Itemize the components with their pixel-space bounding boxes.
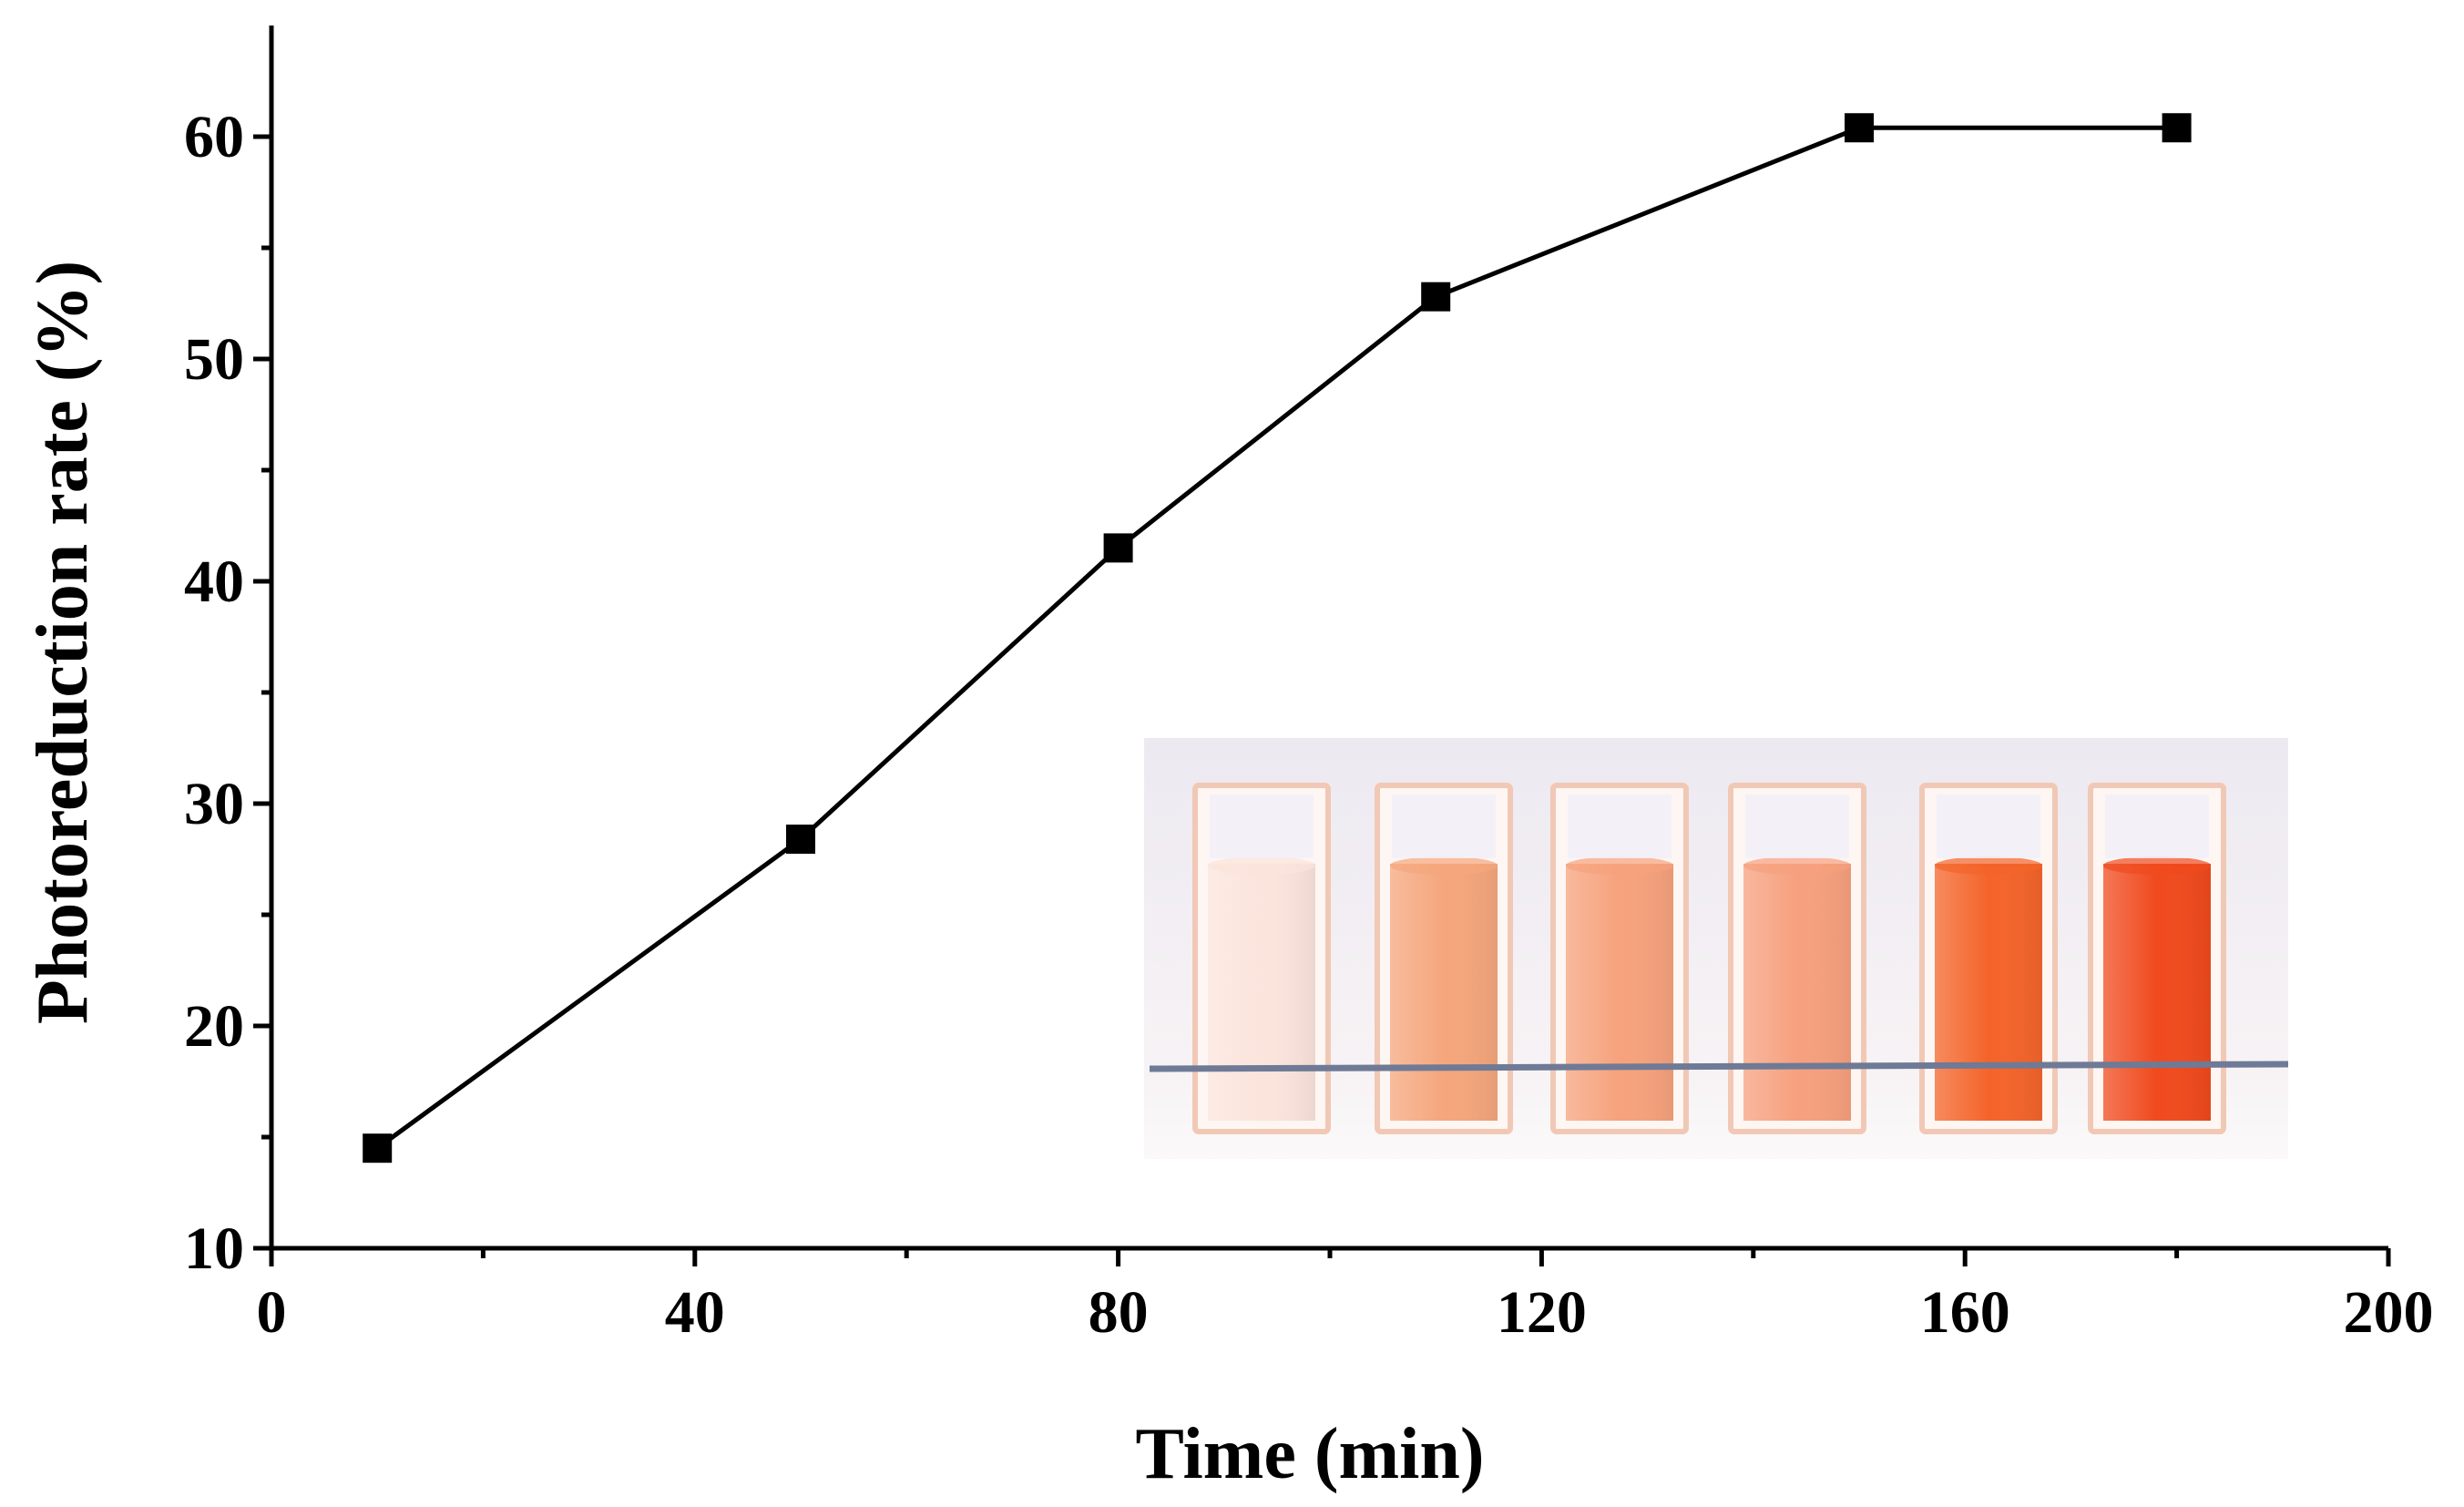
cuvette-meniscus (2103, 856, 2211, 875)
cuvette-group (1192, 783, 2226, 1134)
x-tick-label: 200 (2344, 1279, 2434, 1346)
y-tick-labels: 10 20 30 40 50 60 (184, 104, 244, 1282)
data-point-marker (363, 1133, 393, 1164)
y-tick-label: 60 (184, 104, 244, 170)
cuvette-liquid-shade (1566, 864, 1673, 1121)
cuvette-4 (1728, 783, 1866, 1134)
cuvette-meniscus (1566, 856, 1673, 875)
cuvette-liquid-shade (1390, 864, 1498, 1121)
cuvette-6 (2088, 783, 2226, 1134)
cuvette-meniscus (1743, 856, 1851, 875)
y-axis-title: Photoreduction rate (%) (23, 261, 103, 1024)
cuvette-meniscus (1390, 856, 1498, 875)
x-tick-label: 80 (1089, 1279, 1149, 1346)
cuvette-liquid-shade (1208, 864, 1315, 1121)
y-tick-label: 20 (184, 993, 244, 1060)
data-point-marker (2162, 113, 2192, 143)
x-tick-label: 40 (665, 1279, 725, 1346)
x-axis-title: Time (min) (1136, 1414, 1485, 1494)
cuvette-headspace (1745, 795, 1849, 858)
y-tick-label: 10 (184, 1215, 244, 1282)
cuvette-headspace (2105, 795, 2209, 858)
data-point-marker (1103, 533, 1133, 563)
cuvette-2 (1375, 783, 1513, 1134)
cuvette-3 (1550, 783, 1689, 1134)
cuvette-liquid-shade (1743, 864, 1851, 1121)
data-point-marker (1845, 113, 1874, 143)
axes (253, 26, 2391, 1266)
cuvette-1 (1192, 783, 1331, 1134)
data-point-marker (1421, 282, 1451, 312)
cuvette-liquid-shade (2103, 864, 2211, 1121)
bench-line (1149, 1061, 2289, 1072)
cuvette-meniscus (1935, 856, 2042, 875)
cuvette-headspace (1210, 795, 1314, 858)
data-point-marker (786, 825, 815, 855)
x-tick-label: 0 (257, 1279, 287, 1346)
x-tick-label: 120 (1497, 1279, 1587, 1346)
y-tick-label: 30 (184, 771, 244, 837)
y-tick-label: 50 (184, 326, 244, 393)
inset-cuvette-photo (1144, 738, 2289, 1159)
plot-area (363, 113, 2192, 1164)
cuvette-headspace (1937, 795, 2040, 858)
x-tick-label: 160 (1920, 1279, 2010, 1346)
series-line (375, 125, 2177, 1151)
cuvette-liquid-shade (1935, 864, 2042, 1121)
x-tick-labels: 0 40 80 120 160 200 (257, 1279, 2434, 1346)
cuvette-meniscus (1208, 856, 1315, 875)
y-tick-label: 40 (184, 548, 244, 615)
cuvette-5 (1919, 783, 2058, 1134)
cuvette-headspace (1568, 795, 1672, 858)
cuvette-headspace (1392, 795, 1496, 858)
